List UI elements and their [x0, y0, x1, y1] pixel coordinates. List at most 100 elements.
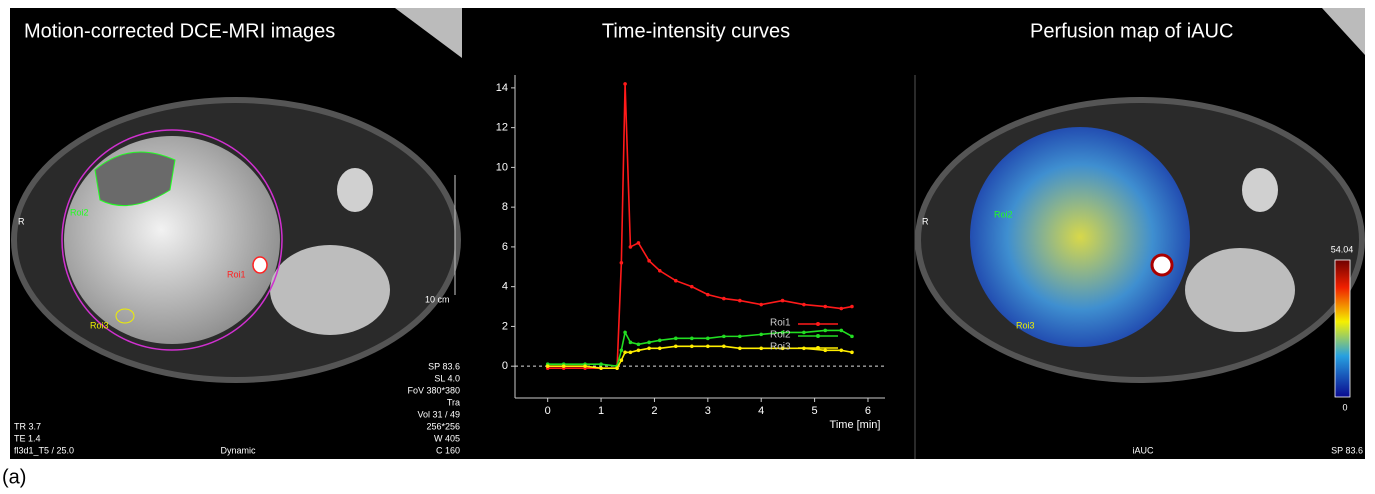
- data-point: [850, 304, 854, 309]
- data-point: [628, 340, 633, 345]
- scale-label: 10 cm: [425, 294, 450, 304]
- data-point: [636, 348, 641, 353]
- corner-marker: [395, 8, 462, 58]
- info-text: SP 83.6: [1331, 445, 1363, 455]
- y-tick-label: 8: [502, 201, 508, 213]
- legend-label: Roi2: [770, 330, 791, 341]
- panel-title: Motion-corrected DCE-MRI images: [24, 20, 335, 42]
- data-point: [780, 298, 785, 303]
- data-point: [628, 245, 633, 249]
- legend-marker: [816, 334, 820, 338]
- info-text: FoV 380*380: [407, 385, 460, 395]
- data-point: [706, 336, 710, 341]
- y-tick-label: 14: [496, 82, 508, 94]
- organ: [337, 168, 373, 212]
- info-text: TE 1.4: [14, 433, 41, 443]
- data-point: [759, 332, 764, 337]
- data-point: [674, 336, 678, 341]
- data-point: [583, 364, 587, 368]
- data-point: [759, 346, 764, 351]
- roi-label: Roi2: [994, 209, 1013, 219]
- data-point: [619, 261, 624, 265]
- data-point: [839, 328, 844, 333]
- data-point: [657, 338, 662, 343]
- data-point: [850, 334, 854, 339]
- data-point: [599, 366, 603, 370]
- colorbar-label: 54.04: [1331, 244, 1354, 254]
- x-tick-label: 6: [865, 405, 871, 417]
- orientation-label: R: [922, 216, 929, 226]
- data-point: [759, 302, 764, 307]
- map-label: iAUC: [1132, 445, 1154, 455]
- data-point: [647, 346, 651, 351]
- x-axis-label: Time [min]: [830, 419, 881, 431]
- roi-label: Roi3: [90, 320, 109, 330]
- data-point: [780, 330, 785, 335]
- data-point: [615, 366, 619, 370]
- data-point: [722, 344, 726, 349]
- data-point: [738, 346, 742, 351]
- roi3-contour: [115, 308, 135, 324]
- data-point: [623, 82, 627, 86]
- data-point: [823, 328, 828, 333]
- organ: [270, 245, 390, 335]
- y-tick-label: 10: [496, 161, 508, 173]
- data-point: [674, 278, 678, 283]
- data-point: [706, 292, 710, 297]
- series-line: [547, 345, 853, 369]
- data-point: [690, 284, 694, 289]
- info-text: Tra: [447, 397, 460, 407]
- roi-label: Roi1: [227, 269, 246, 279]
- chart-title: Time-intensity curves: [602, 20, 790, 42]
- data-point: [623, 350, 627, 355]
- info-text: fl3d1_T5 / 25.0: [14, 445, 74, 455]
- data-point: [722, 296, 726, 301]
- data-point: [623, 330, 627, 335]
- y-tick-label: 6: [502, 241, 508, 253]
- x-tick-label: 5: [812, 405, 818, 417]
- info-text: 256*256: [426, 421, 460, 431]
- panel-title: Perfusion map of iAUC: [1030, 20, 1233, 42]
- data-point: [674, 344, 678, 349]
- y-tick-label: 0: [502, 360, 508, 372]
- data-point: [738, 298, 742, 303]
- y-tick-label: 2: [502, 320, 508, 332]
- data-point: [823, 304, 828, 309]
- y-tick-label: 4: [502, 281, 508, 293]
- series-line: [547, 329, 853, 368]
- roi-label: Roi2: [70, 207, 89, 217]
- roi1-hotspot: [1150, 253, 1174, 277]
- data-point: [647, 340, 651, 345]
- perfusion-map: [970, 127, 1190, 347]
- orientation-label: R: [18, 216, 25, 226]
- x-tick-label: 0: [545, 405, 551, 417]
- corner-marker: [1322, 8, 1365, 55]
- data-point: [628, 350, 633, 355]
- data-point: [802, 302, 806, 307]
- caption: (a): [2, 466, 26, 488]
- colorbar-label: 0: [1342, 402, 1347, 412]
- organ: [1185, 248, 1295, 332]
- x-tick-label: 2: [651, 405, 657, 417]
- data-point: [706, 344, 710, 349]
- info-text: SP 83.6: [428, 361, 460, 371]
- data-point: [738, 334, 742, 339]
- data-point: [657, 346, 662, 351]
- data-point: [802, 330, 806, 335]
- data-point: [690, 336, 694, 341]
- info-text: Vol 31 / 49: [417, 409, 460, 419]
- data-point: [636, 342, 641, 347]
- chart-panel: [462, 8, 915, 459]
- data-point: [823, 348, 828, 353]
- legend-marker: [816, 322, 820, 326]
- roi2-contour: [94, 151, 176, 207]
- data-point: [657, 268, 662, 273]
- info-text: Dynamic: [220, 445, 256, 455]
- colorbar: [1334, 259, 1351, 398]
- data-point: [850, 350, 854, 355]
- roi1-contour: [252, 256, 268, 274]
- data-point: [690, 344, 694, 349]
- info-text: TR 3.7: [14, 421, 41, 431]
- info-text: W 405: [434, 433, 460, 443]
